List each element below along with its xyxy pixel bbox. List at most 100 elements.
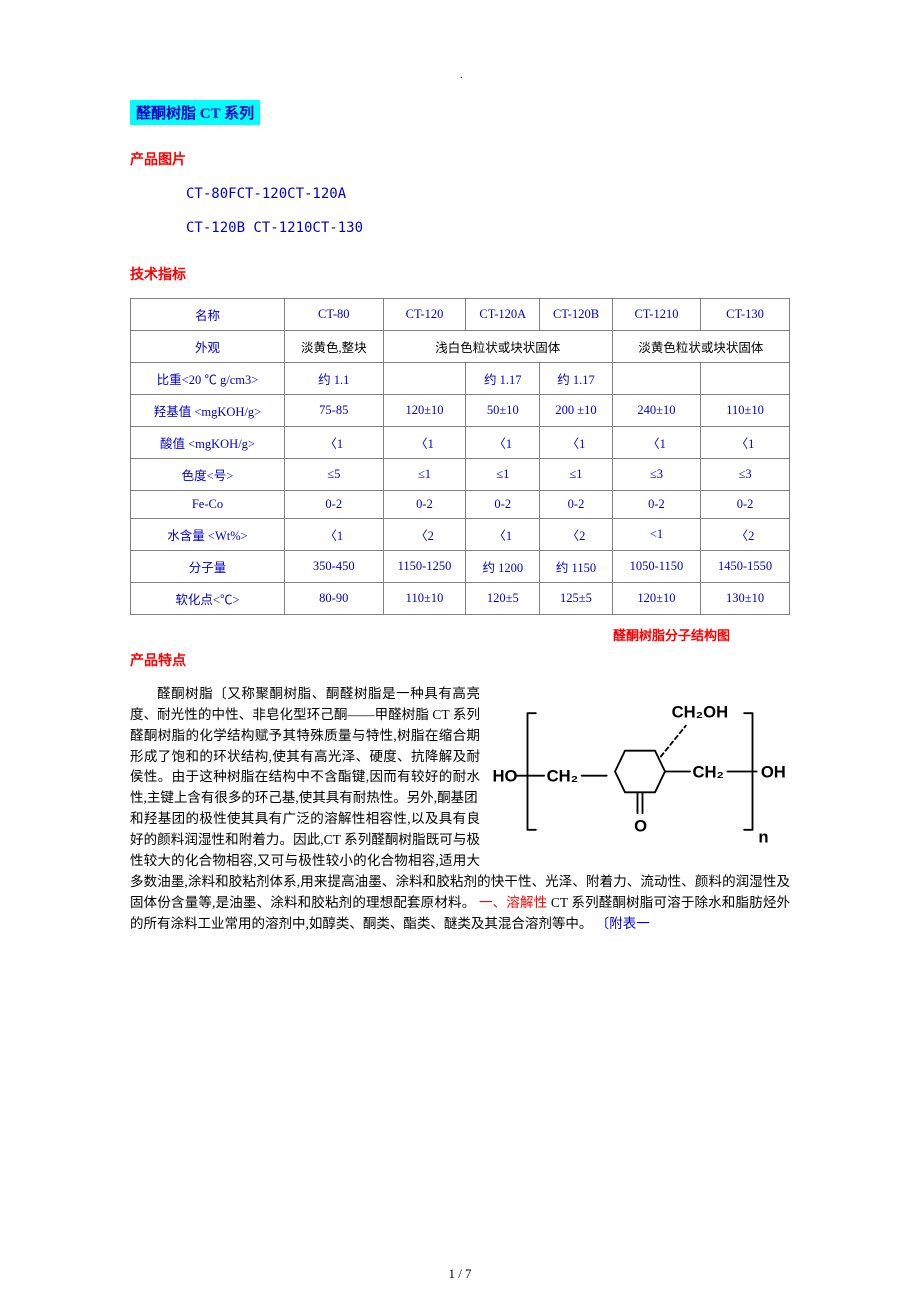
bracket-left (528, 713, 536, 830)
table-row: 色度<号>≤5≤1≤1≤1≤3≤3 (131, 458, 790, 490)
header-mark: . (460, 70, 463, 81)
solubility-label: 一、溶解性 (479, 895, 547, 910)
row-label: 水含量 <Wt%> (131, 518, 285, 550)
table-row: Fe-Co0-20-20-20-20-20-2 (131, 490, 790, 518)
cell: 200 ±10 (540, 394, 613, 426)
label-ch2oh: CH₂OH (672, 702, 728, 721)
cell: 〈1 (466, 518, 540, 550)
cell: 350-450 (284, 550, 383, 582)
cell: 120±10 (612, 582, 700, 614)
cell: 淡黄色,整块 (284, 330, 383, 362)
heading-features: 产品特点 (130, 650, 790, 670)
cell: ≤3 (701, 458, 790, 490)
cell: 〈1 (383, 426, 466, 458)
cell: 0-2 (612, 490, 700, 518)
spec-table-body: 外观淡黄色,整块浅白色粒状或块状固体淡黄色粒状或块状固体比重<20 ℃ g/cm… (131, 330, 790, 614)
cell: ≤1 (383, 458, 466, 490)
row-label: 羟基值 <mgKOH/g> (131, 394, 285, 426)
bond-ch2oh-dashed (661, 725, 686, 756)
cell: 240±10 (612, 394, 700, 426)
cell: 约 1.17 (466, 362, 540, 394)
page-number: 1 / 7 (0, 1266, 920, 1282)
cell (701, 362, 790, 394)
cell: 〈1 (466, 426, 540, 458)
cell: ≤5 (284, 458, 383, 490)
cell: ≤1 (466, 458, 540, 490)
cell: 120±5 (466, 582, 540, 614)
cell: 1150-1250 (383, 550, 466, 582)
features-block: 产品特点 (130, 650, 790, 935)
cell: 1450-1550 (701, 550, 790, 582)
label-ch2-left: CH₂ (547, 766, 578, 785)
spec-table-head: 名称CT-80CT-120CT-120ACT-120BCT-1210CT-130 (131, 298, 790, 330)
heading-product-pic: 产品图片 (130, 149, 790, 169)
cell: ≤3 (612, 458, 700, 490)
col-header-CT-1210: CT-1210 (612, 298, 700, 330)
table-row: 分子量350-4501150-1250约 1200约 11501050-1150… (131, 550, 790, 582)
row-label: 外观 (131, 330, 285, 362)
cell: 〈1 (540, 426, 613, 458)
cell: ≤1 (540, 458, 613, 490)
row-label: 分子量 (131, 550, 285, 582)
cell: 50±10 (466, 394, 540, 426)
document-page: . 醛酮树脂 CT 系列 产品图片 CT-80FCT-120CT-120A CT… (0, 0, 920, 1302)
cell: 〈1 (701, 426, 790, 458)
cell: 125±5 (540, 582, 613, 614)
cell: 80-90 (284, 582, 383, 614)
appendix-label: 〔附表一 (596, 916, 650, 931)
product-code-line-1: CT-80FCT-120CT-120A (186, 183, 790, 205)
structure-svg: HO CH₂ CH₂OH CH₂ OH O n (490, 688, 790, 855)
cell: 浅白色粒状或块状固体 (383, 330, 612, 362)
table-row: 外观淡黄色,整块浅白色粒状或块状固体淡黄色粒状或块状固体 (131, 330, 790, 362)
structure-caption: 醛酮树脂分子结构图 (130, 625, 730, 644)
row-label: 色度<号> (131, 458, 285, 490)
cell: 〈1 (612, 426, 700, 458)
table-row: 酸值 <mgKOH/g>〈1〈1〈1〈1〈1〈1 (131, 426, 790, 458)
cell: 0-2 (383, 490, 466, 518)
cell (612, 362, 700, 394)
label-ch2-right: CH₂ (693, 762, 724, 781)
cell: 0-2 (466, 490, 540, 518)
page-title: 醛酮树脂 CT 系列 (130, 100, 260, 125)
molecular-structure-diagram: HO CH₂ CH₂OH CH₂ OH O n (490, 688, 790, 860)
cell: 〈2 (540, 518, 613, 550)
cell: 〈2 (383, 518, 466, 550)
cell: 130±10 (701, 582, 790, 614)
cell: 120±10 (383, 394, 466, 426)
cyclohexane-ring (615, 750, 665, 792)
cell: <1 (612, 518, 700, 550)
col-header-CT-120: CT-120 (383, 298, 466, 330)
row-label: 酸值 <mgKOH/g> (131, 426, 285, 458)
table-row: 羟基值 <mgKOH/g>75-85120±1050±10200 ±10240±… (131, 394, 790, 426)
row-label: 比重<20 ℃ g/cm3> (131, 362, 285, 394)
cell: 淡黄色粒状或块状固体 (612, 330, 789, 362)
col-header-CT-130: CT-130 (701, 298, 790, 330)
product-code-line-2: CT-120B CT-1210CT-130 (186, 217, 790, 239)
cell: 约 1.1 (284, 362, 383, 394)
cell: 0-2 (540, 490, 613, 518)
col-header-CT-120A: CT-120A (466, 298, 540, 330)
label-oh-right: OH (761, 762, 786, 781)
table-row: 软化点<℃>80-90110±10120±5125±5120±10130±10 (131, 582, 790, 614)
row-label: Fe-Co (131, 490, 285, 518)
label-n: n (758, 827, 768, 846)
cell: 110±10 (701, 394, 790, 426)
col-header-CT-120B: CT-120B (540, 298, 613, 330)
cell: 约 1150 (540, 550, 613, 582)
col-header-name: 名称 (131, 298, 285, 330)
cell: 75-85 (284, 394, 383, 426)
row-label: 软化点<℃> (131, 582, 285, 614)
cell: 〈1 (284, 518, 383, 550)
cell: 〈2 (701, 518, 790, 550)
cell: 〈1 (284, 426, 383, 458)
cell: 0-2 (701, 490, 790, 518)
cell: 约 1.17 (540, 362, 613, 394)
label-ho-left: HO (493, 766, 518, 785)
cell: 1050-1150 (612, 550, 700, 582)
label-o: O (634, 816, 647, 835)
page-title-wrap: 醛酮树脂 CT 系列 (130, 100, 790, 125)
table-row: 水含量 <Wt%>〈1〈2〈1〈2<1〈2 (131, 518, 790, 550)
cell (383, 362, 466, 394)
heading-tech-spec: 技术指标 (130, 264, 790, 284)
spec-table: 名称CT-80CT-120CT-120ACT-120BCT-1210CT-130… (130, 298, 790, 615)
